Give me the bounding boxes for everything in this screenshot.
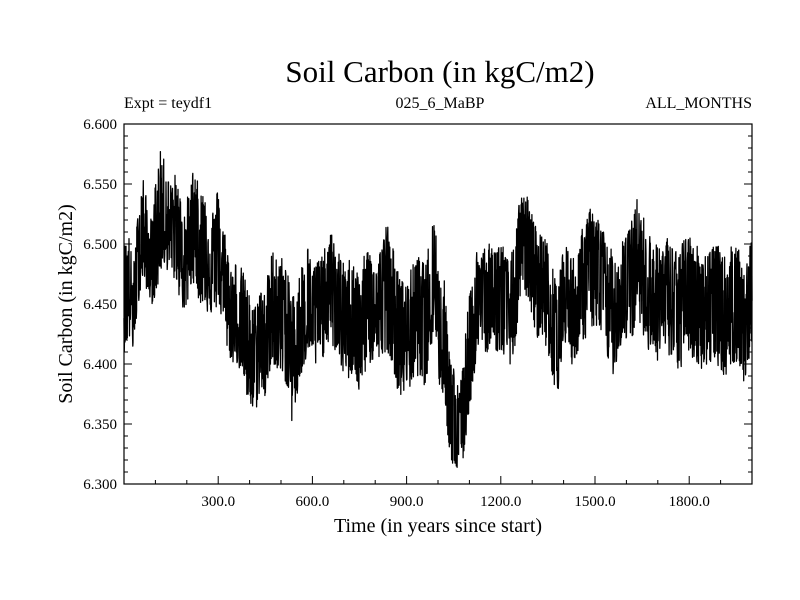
y-tick-label: 6.500 bbox=[83, 237, 117, 253]
x-tick-label: 1800.0 bbox=[669, 494, 710, 510]
y-axis-title: Soil Carbon (in kgC/m2) bbox=[55, 204, 77, 403]
x-tick-label: 900.0 bbox=[390, 494, 424, 510]
run-label: 025_6_MaBP bbox=[395, 95, 485, 112]
x-axis: 300.0 600.0 900.0 1200.0 1500.0 1800.0 bbox=[154, 476, 722, 510]
experiment-label: Expt = teydf1 bbox=[124, 95, 213, 112]
y-tick-label: 6.350 bbox=[83, 417, 117, 433]
y-axis: 6.300 6.350 6.400 6.450 6.500 6.550 6.600 bbox=[83, 117, 752, 493]
y-tick-label: 6.300 bbox=[83, 477, 117, 493]
y-tick-label: 6.450 bbox=[83, 297, 117, 313]
months-label: ALL_MONTHS bbox=[645, 95, 752, 112]
x-tick-label: 1200.0 bbox=[480, 494, 521, 510]
soil-carbon-series-line bbox=[123, 151, 753, 468]
data-layer bbox=[123, 151, 753, 468]
chart-title: Soil Carbon (in kgC/m2) bbox=[285, 54, 595, 89]
x-tick-label: 600.0 bbox=[296, 494, 330, 510]
x-tick-label: 300.0 bbox=[201, 494, 235, 510]
x-axis-title: Time (in years since start) bbox=[334, 515, 542, 537]
y-tick-label: 6.400 bbox=[83, 357, 117, 373]
y-tick-label: 6.550 bbox=[83, 177, 117, 193]
x-tick-label: 1500.0 bbox=[574, 494, 615, 510]
y-tick-label: 6.600 bbox=[83, 117, 117, 133]
